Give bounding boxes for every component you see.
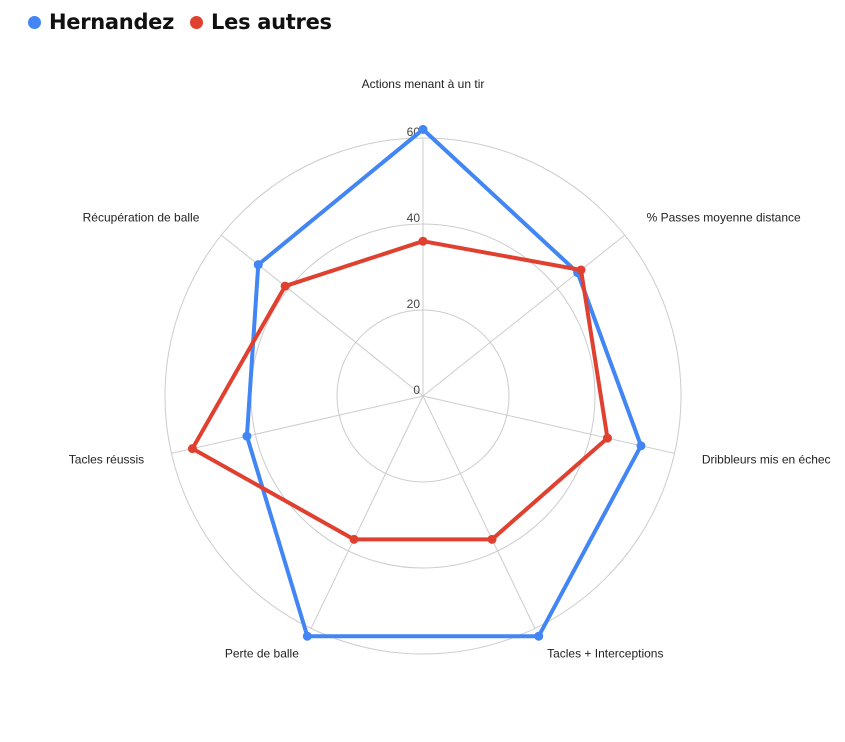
- legend-label-les-autres: Les autres: [211, 10, 332, 34]
- series-1-point-2: [602, 433, 612, 443]
- legend-dot-hernandez: [28, 15, 41, 29]
- series-line-1: [190, 239, 610, 542]
- axis-label-0: Actions menant à un tir: [362, 77, 485, 91]
- series-line-0: [244, 127, 643, 639]
- series-0-point-5: [242, 431, 252, 441]
- series-1-point-6: [280, 281, 290, 291]
- axis-label-3: Tacles + Interceptions: [547, 647, 663, 661]
- axis-spoke-1: [422, 234, 626, 397]
- axis-label-6: Récupération de balle: [83, 211, 200, 225]
- axis-label-5: Tacles réussis: [69, 453, 144, 467]
- legend-item-hernandez[interactable]: Hernandez: [28, 10, 174, 34]
- series-1-point-3: [487, 534, 497, 544]
- axis-spoke-2: [422, 395, 675, 454]
- series-1-point-4: [349, 534, 359, 544]
- series-1-point-5: [187, 444, 197, 454]
- radial-tick-label-20: 20: [407, 297, 421, 311]
- radial-tick-label-40: 40: [407, 211, 421, 225]
- series-1-point-0: [418, 236, 428, 246]
- series-0-point-6: [253, 260, 263, 270]
- series-0-point-4: [302, 631, 312, 641]
- axis-label-2: Dribbleurs mis en échec: [702, 453, 831, 467]
- radial-tick-label-0: 0: [413, 383, 420, 397]
- series-1-point-1: [576, 265, 586, 275]
- axis-spoke-4: [310, 395, 424, 629]
- legend: Hernandez Les autres: [28, 10, 332, 34]
- axis-label-4: Perte de balle: [225, 647, 299, 661]
- series-0-point-2: [636, 441, 646, 451]
- legend-label-hernandez: Hernandez: [49, 10, 175, 34]
- series-0-point-3: [534, 631, 544, 641]
- legend-item-les-autres[interactable]: Les autres: [190, 10, 332, 34]
- axis-label-1: % Passes moyenne distance: [647, 211, 801, 225]
- axis-spoke-3: [422, 395, 536, 629]
- series-0-point-0: [418, 124, 428, 134]
- axis-spoke-5: [171, 395, 424, 454]
- legend-dot-les-autres: [190, 15, 204, 29]
